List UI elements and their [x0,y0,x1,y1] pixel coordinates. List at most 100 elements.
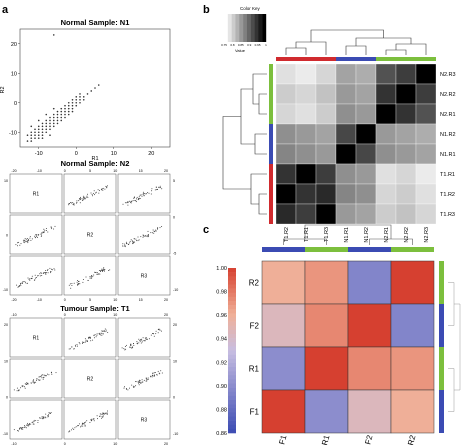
data-point [38,376,40,378]
data-point [82,99,85,101]
x-tick-label: 20 [148,151,154,157]
data-point [55,372,57,374]
column-label: N1.R1 [344,227,350,243]
data-point [150,232,152,234]
data-point [140,342,142,344]
data-point [46,272,48,274]
y-tick-label: 20 [11,42,17,48]
data-point [89,276,91,278]
data-point [37,134,40,136]
data-point [87,196,89,198]
data-point [26,424,27,426]
data-point [44,229,46,231]
data-point [96,334,98,336]
data-point [35,234,37,235]
data-point [154,189,156,191]
data-point [141,379,143,381]
data-point [47,416,49,418]
colorbar-swatch [228,296,236,302]
colorbar-swatch [228,301,236,306]
row-group-segment [269,104,273,124]
data-point [94,87,96,89]
data-point [27,238,29,240]
data-point [45,131,48,134]
data-point [73,204,75,206]
heatmap-cell [395,103,417,125]
panel-label-b: b [203,4,210,16]
row-label: N1.R2 [440,132,456,138]
data-point [71,99,74,101]
data-point [69,283,71,285]
data-point [129,200,131,202]
diagonal-label: R1 [33,336,40,342]
data-point [77,280,79,281]
y-axis-label: R2 [0,86,6,93]
data-point [89,277,91,279]
data-point [31,275,33,277]
data-point [18,241,20,243]
data-point [83,196,85,198]
data-point [101,330,103,332]
data-point [52,119,55,122]
data-point [94,334,96,336]
data-point [67,101,70,104]
column-group-segment [376,57,396,61]
column-labels: T1.R2 T1.R1 T1.R3 N1.R1 N1.R2 N2.R1 N2.R2 N2.R3 [284,227,430,243]
heatmap-cell [335,63,357,85]
data-point [87,193,88,195]
data-point [30,382,32,384]
data-point [64,110,66,113]
data-point [78,425,79,427]
data-point [103,267,105,269]
data-point [89,336,91,338]
column-group-segment [348,247,391,252]
data-point [75,104,78,107]
color-key-tick: 0.95 [255,43,261,47]
data-point [143,340,145,342]
column-group-segment [262,247,305,252]
heatmap-cell [335,163,357,185]
data-point [150,193,152,195]
data-point [79,283,81,285]
data-point [91,276,92,278]
data-point [125,344,127,346]
data-point [76,200,78,202]
data-point [85,276,87,278]
data-point [45,228,47,229]
color-key-tick: 0.75 [221,43,227,47]
data-point [142,337,144,339]
data-point [129,387,130,389]
heatmap-cell [375,143,397,165]
data-point [124,349,126,351]
data-point [101,332,103,334]
data-point [124,386,125,388]
data-point [28,240,30,242]
colorbar-tick-label: 0.86 [216,431,227,437]
data-point [124,202,126,204]
data-point [124,346,126,347]
row-group-segment [439,347,444,390]
row-group-segment [269,144,273,164]
data-point [97,274,99,275]
heatmap-cell [295,63,317,85]
data-point [99,190,100,192]
data-point [42,416,44,418]
data-point [29,237,31,239]
data-point [69,430,71,432]
data-point [50,272,52,274]
data-point [103,330,105,332]
data-point [56,119,59,122]
data-point [22,386,24,388]
data-point [60,119,63,122]
x-axis-label: R1 [91,156,98,162]
column-group-segment [305,247,348,252]
data-point [39,273,41,275]
data-point [64,113,66,116]
heatmap-cell [375,183,397,205]
column-label: R2 [406,434,417,445]
data-point [102,189,104,191]
data-point [79,202,81,204]
data-point [42,231,44,233]
heatmap-cell [415,183,437,205]
data-point [122,245,123,247]
